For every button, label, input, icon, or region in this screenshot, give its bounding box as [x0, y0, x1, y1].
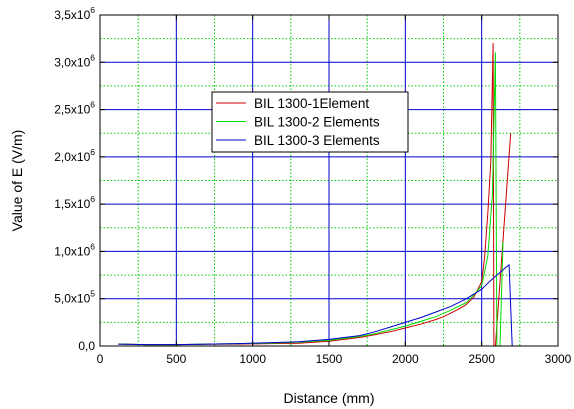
legend-label-1: BIL 1300-1Element [254, 96, 369, 111]
x-tick-label: 2500 [468, 352, 495, 366]
x-tick-label: 0 [97, 352, 104, 366]
legend-label-2: BIL 1300-2 Elements [254, 115, 380, 130]
y-tick-label: 1,0x106 [54, 241, 95, 258]
x-axis-ticks: 0 500 1000 1500 2000 2500 3000 [97, 15, 572, 366]
y-axis-title: Value of E (V/m) [9, 130, 25, 232]
y-tick-label: 0,0 [78, 339, 95, 353]
x-tick-label: 3000 [545, 352, 572, 366]
y-axis-ticks: 0,0 5,0x105 1,0x106 1,5x106 2,0x106 2,5x106 3,… [54, 5, 558, 353]
x-tick-label: 2000 [392, 352, 419, 366]
major-grid [100, 15, 558, 346]
y-tick-label: 2,5x106 [54, 100, 95, 117]
x-tick-label: 500 [166, 352, 186, 366]
x-axis-title: Distance (mm) [283, 390, 374, 406]
y-tick-label: 3,0x106 [54, 52, 95, 69]
legend: BIL 1300-1Element BIL 1300-2 Elements BIL … [211, 91, 409, 153]
legend-label-3: BIL 1300-3 Elements [254, 133, 380, 148]
y-tick-label: 1,5x106 [54, 194, 95, 211]
x-tick-label: 1500 [316, 352, 343, 366]
y-tick-label: 5,0x105 [54, 289, 95, 306]
x-tick-label: 1000 [239, 352, 266, 366]
series-layer [118, 42, 513, 347]
y-tick-label: 2,0x106 [54, 147, 95, 164]
y-tick-label: 3,5x106 [54, 5, 95, 22]
series-line-3 [118, 264, 513, 347]
